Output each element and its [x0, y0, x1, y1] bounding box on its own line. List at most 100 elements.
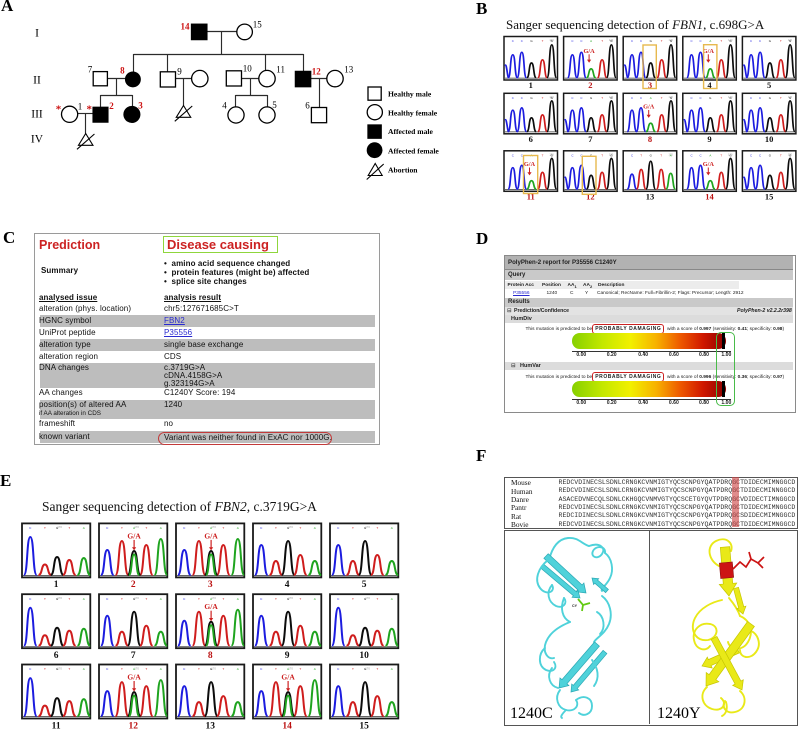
svg-text:T: T [601, 96, 603, 100]
svg-text:C: C [640, 39, 642, 43]
svg-text:T: T [145, 667, 147, 671]
svg-text:120: 120 [549, 152, 554, 156]
svg-text:170: 170 [211, 525, 216, 529]
svg-text:G/A: G/A [643, 104, 655, 111]
svg-text:C: C [571, 39, 573, 43]
svg-text:9: 9 [707, 134, 711, 144]
svg-text:120: 120 [669, 152, 674, 156]
svg-text:3: 3 [138, 101, 143, 111]
svg-text:120: 120 [669, 38, 674, 42]
svg-text:9: 9 [285, 651, 290, 661]
svg-text:T: T [542, 153, 544, 157]
svg-text:G: G [590, 153, 593, 157]
svg-text:14: 14 [181, 22, 191, 32]
svg-text:G: G [769, 39, 772, 43]
svg-text:C: C [337, 667, 340, 671]
svg-text:1: 1 [78, 102, 83, 112]
svg-text:1: 1 [54, 580, 59, 590]
svg-text:G: G [729, 39, 732, 43]
svg-text:G: G [133, 597, 136, 601]
svg-text:G: G [670, 96, 673, 100]
svg-text:A: A [83, 597, 86, 601]
svg-text:C: C [521, 96, 523, 100]
svg-text:G: G [670, 39, 673, 43]
svg-text:G: G [590, 96, 593, 100]
svg-text:170: 170 [365, 596, 370, 600]
svg-text:120: 120 [788, 38, 793, 42]
svg-text:C: C [690, 153, 692, 157]
svg-text:12: 12 [586, 192, 595, 202]
svg-text:C: C [580, 39, 582, 43]
svg-text:G: G [551, 153, 554, 157]
svg-text:IV: IV [31, 134, 44, 146]
svg-text:C: C [640, 96, 642, 100]
svg-text:C: C [750, 153, 752, 157]
svg-text:120: 120 [609, 95, 614, 99]
svg-text:6: 6 [54, 651, 59, 661]
svg-text:C: C [183, 526, 186, 530]
svg-text:8: 8 [208, 651, 213, 661]
svg-text:120: 120 [669, 95, 674, 99]
svg-text:170: 170 [211, 596, 216, 600]
svg-text:A: A [650, 96, 652, 100]
svg-text:5: 5 [272, 100, 277, 110]
svg-text:120: 120 [549, 38, 554, 42]
svg-text:G/A: G/A [281, 673, 295, 682]
svg-text:10: 10 [765, 134, 774, 144]
svg-text:5: 5 [362, 580, 367, 590]
svg-text:T: T [720, 153, 722, 157]
svg-text:C: C [29, 667, 32, 671]
svg-text:G: G [709, 96, 712, 100]
svg-text:G: G [610, 153, 613, 157]
svg-text:G/A: G/A [127, 531, 141, 540]
svg-text:T: T [376, 526, 378, 530]
svg-text:G: G [729, 96, 732, 100]
svg-text:C: C [571, 96, 573, 100]
svg-text:Affected female: Affected female [388, 147, 439, 156]
svg-text:170: 170 [57, 666, 62, 670]
svg-text:C: C [631, 153, 633, 157]
svg-text:T: T [780, 153, 782, 157]
svg-text:120: 120 [549, 95, 554, 99]
svg-text:A: A [391, 526, 394, 530]
svg-text:I: I [35, 28, 39, 40]
svg-text:11: 11 [52, 721, 61, 731]
svg-text:T: T [299, 597, 301, 601]
svg-text:A: A [133, 526, 136, 530]
svg-text:120: 120 [788, 95, 793, 99]
svg-text:T: T [121, 526, 123, 530]
svg-text:A: A [133, 667, 136, 671]
svg-text:A: A [391, 597, 394, 601]
svg-text:A: A [314, 526, 317, 530]
svg-text:13: 13 [646, 192, 655, 202]
svg-text:2: 2 [131, 580, 136, 590]
svg-text:A: A [391, 667, 394, 671]
svg-text:T: T [145, 597, 147, 601]
svg-text:G/A: G/A [524, 161, 536, 168]
svg-text:C: C [106, 667, 109, 671]
svg-text:G/A: G/A [703, 161, 715, 168]
svg-text:170: 170 [57, 596, 62, 600]
svg-text:A: A [210, 526, 213, 530]
svg-text:10: 10 [243, 64, 253, 74]
svg-text:G/A: G/A [127, 673, 141, 682]
svg-text:T: T [198, 667, 200, 671]
svg-text:170: 170 [211, 666, 216, 670]
svg-text:12: 12 [312, 67, 322, 77]
svg-text:170: 170 [365, 666, 370, 670]
svg-text:170: 170 [288, 666, 293, 670]
svg-text:T: T [661, 39, 663, 43]
svg-text:A: A [237, 597, 240, 601]
svg-text:13: 13 [205, 721, 215, 731]
svg-text:14: 14 [282, 721, 292, 731]
svg-text:T: T [780, 96, 782, 100]
svg-text:C: C [521, 153, 523, 157]
svg-text:9: 9 [177, 67, 182, 77]
svg-text:7: 7 [588, 134, 593, 144]
svg-text:C: C [759, 39, 761, 43]
svg-text:A: A [590, 39, 592, 43]
svg-text:G: G [650, 39, 653, 43]
svg-text:A: A [210, 597, 213, 601]
svg-text:A: A [160, 526, 163, 530]
svg-text:4: 4 [707, 80, 712, 90]
